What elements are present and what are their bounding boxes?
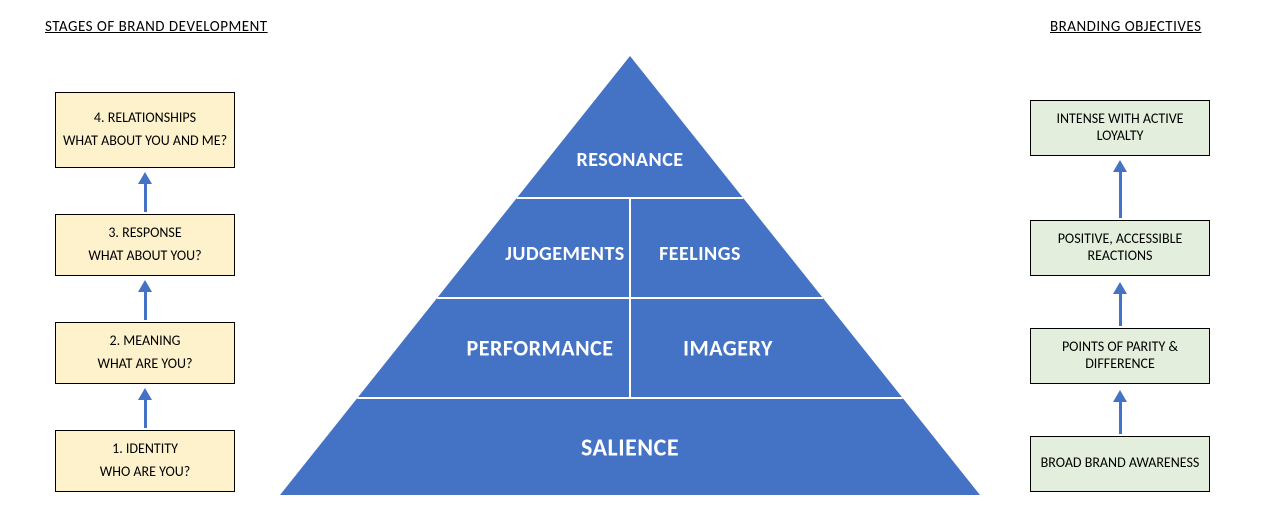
right-arrow-2-shaft bbox=[1119, 294, 1122, 326]
pyramid-label-feelings: FEELINGS bbox=[659, 242, 741, 266]
stage-box-4-line1: 4. RELATIONSHIPS bbox=[62, 109, 228, 127]
objective-box-3-line1: POSITIVE, ACCESSIBLE REACTIONS bbox=[1037, 230, 1203, 265]
stage-box-3-line1: 3. RESPONSE bbox=[62, 224, 228, 242]
pyramid-label-imagery: IMAGERY bbox=[683, 335, 773, 362]
objective-box-1: BROAD BRAND AWARENESS bbox=[1030, 436, 1210, 492]
arrow-up-icon bbox=[1113, 160, 1127, 172]
stage-box-4: 4. RELATIONSHIPS WHAT ABOUT YOU AND ME? bbox=[55, 92, 235, 168]
stage-box-2: 2. MEANING WHAT ARE YOU? bbox=[55, 322, 235, 384]
stage-box-2-line1: 2. MEANING bbox=[62, 332, 228, 350]
objective-box-1-line1: BROAD BRAND AWARENESS bbox=[1037, 454, 1203, 472]
objective-box-2-line1: POINTS OF PARITY & DIFFERENCE bbox=[1037, 338, 1203, 373]
objective-box-4-line1: INTENSE WITH ACTIVE LOYALTY bbox=[1037, 110, 1203, 145]
stage-box-4-line2: WHAT ABOUT YOU AND ME? bbox=[62, 132, 228, 150]
pyramid-label-performance: PERFORMANCE bbox=[467, 335, 614, 362]
stage-box-1-line1: 1. IDENTITY bbox=[62, 440, 228, 458]
left-arrow-2-shaft bbox=[144, 292, 147, 320]
objective-box-4: INTENSE WITH ACTIVE LOYALTY bbox=[1030, 100, 1210, 156]
pyramid-label-resonance: RESONANCE bbox=[576, 148, 683, 172]
arrow-up-icon bbox=[138, 172, 152, 184]
stage-box-1-line2: WHO ARE YOU? bbox=[62, 463, 228, 481]
arrow-up-icon bbox=[138, 388, 152, 400]
left-arrow-1-shaft bbox=[144, 400, 147, 428]
diagram-canvas: STAGES OF BRAND DEVELOPMENT BRANDING OBJ… bbox=[0, 0, 1263, 531]
stage-box-2-line2: WHAT ARE YOU? bbox=[62, 355, 228, 373]
arrow-up-icon bbox=[1113, 390, 1127, 402]
pyramid-label-salience: SALIENCE bbox=[581, 434, 679, 463]
arrow-up-icon bbox=[1113, 282, 1127, 294]
right-arrow-3-shaft bbox=[1119, 172, 1122, 218]
stage-box-3-line2: WHAT ABOUT YOU? bbox=[62, 247, 228, 265]
pyramid-label-judgements: JUDGEMENTS bbox=[505, 242, 624, 266]
left-arrow-3-shaft bbox=[144, 184, 147, 212]
stage-box-1: 1. IDENTITY WHO ARE YOU? bbox=[55, 430, 235, 492]
objective-box-3: POSITIVE, ACCESSIBLE REACTIONS bbox=[1030, 220, 1210, 276]
right-arrow-1-shaft bbox=[1119, 402, 1122, 434]
arrow-up-icon bbox=[138, 280, 152, 292]
objective-box-2: POINTS OF PARITY & DIFFERENCE bbox=[1030, 328, 1210, 384]
stage-box-3: 3. RESPONSE WHAT ABOUT YOU? bbox=[55, 214, 235, 276]
